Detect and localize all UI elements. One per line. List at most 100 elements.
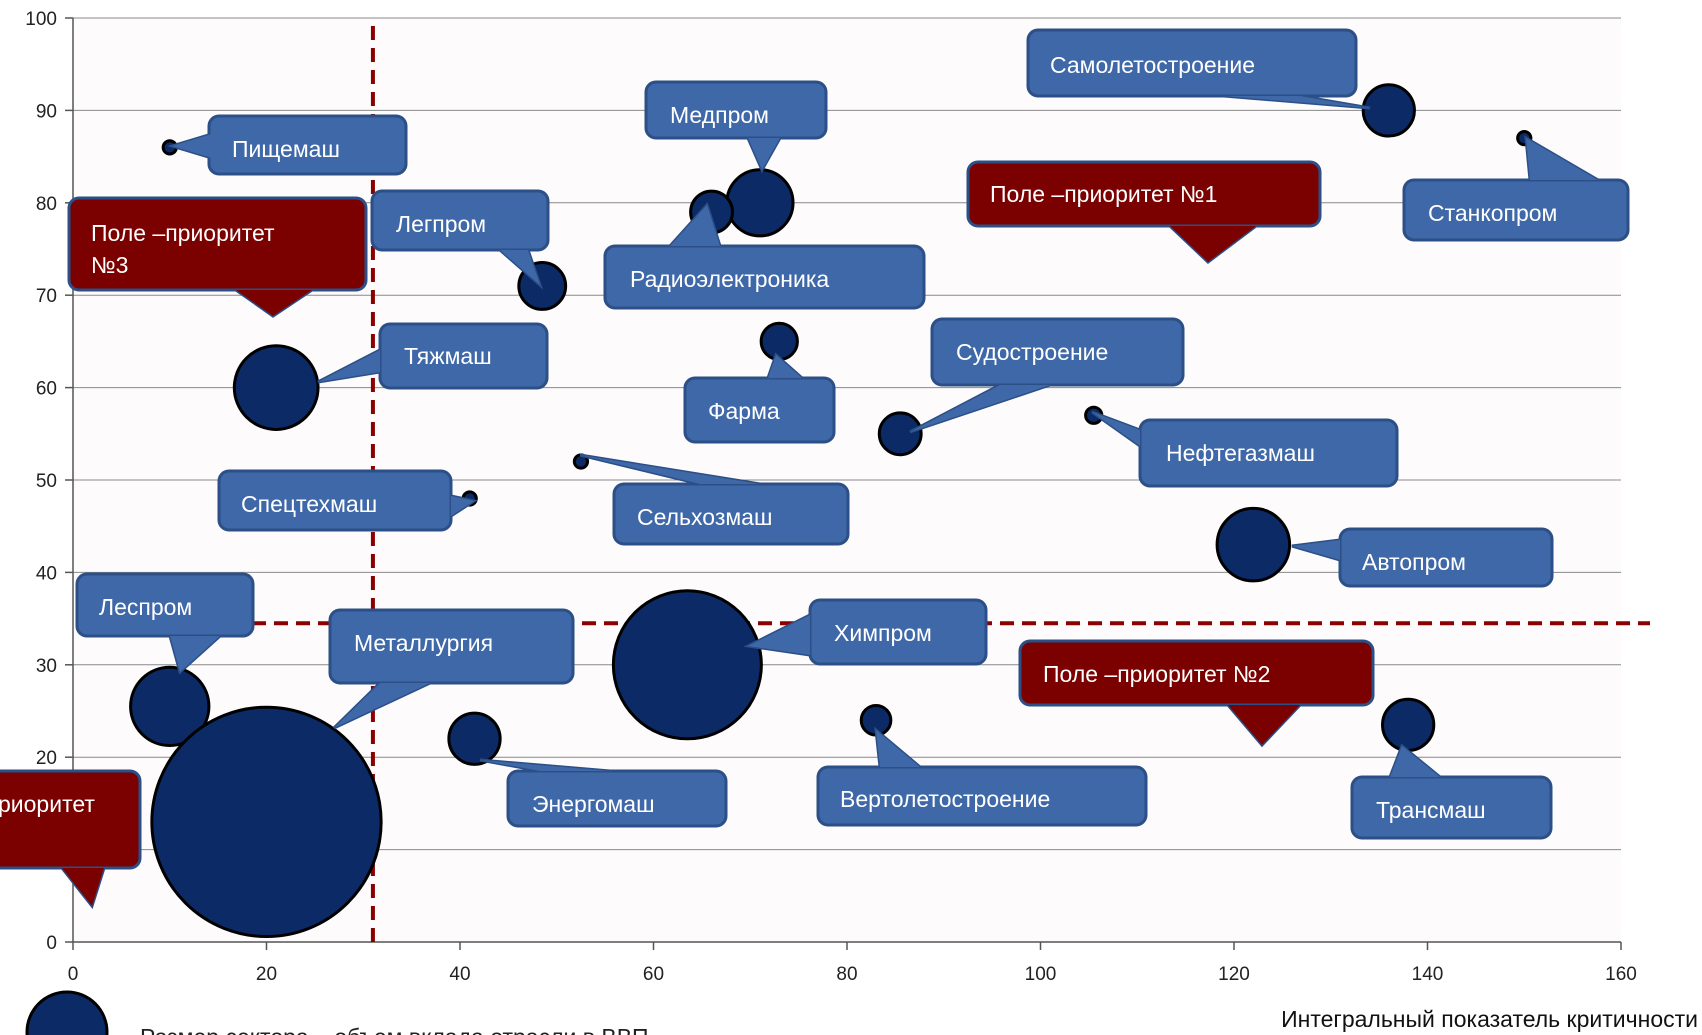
bubble-тяжмаш — [232, 344, 320, 431]
x-tick-label: 100 — [1025, 964, 1057, 985]
bubble-фарма — [759, 321, 799, 362]
callout-box — [930, 317, 1185, 387]
callout-pointer-fill — [236, 290, 312, 316]
y-tick-label: 100 — [25, 9, 57, 30]
x-tick-label: 140 — [1412, 964, 1444, 985]
callout-label: Тяжмаш — [404, 343, 492, 369]
callout-тяжмаш: Тяжмаш — [317, 322, 549, 390]
callout-pointer-fill — [480, 760, 610, 771]
callout-box — [1402, 178, 1630, 242]
callout-pointer-fill — [334, 683, 430, 728]
callout-box — [506, 769, 728, 828]
priority-callout: Поле –приоритет №2 — [1018, 639, 1375, 748]
callout-label-line1: Поле –приоритет — [91, 220, 275, 246]
callout-pointer-fill — [62, 868, 104, 906]
callout-box — [0, 769, 142, 870]
callout-label: Сельхозмаш — [637, 504, 772, 530]
x-tick-label: 120 — [1218, 964, 1250, 985]
callout-label: Пищемаш — [232, 136, 340, 162]
x-tick-label: 60 — [643, 964, 664, 985]
callout-pointer-fill — [1526, 138, 1598, 180]
callout-box — [966, 160, 1322, 228]
callout-pointer-fill — [580, 455, 760, 484]
callout-судостроение: Судостроение — [909, 317, 1185, 434]
y-tick-label: 50 — [36, 471, 57, 492]
callout-box — [1350, 775, 1553, 840]
priority-callout: Поле –приоритет №1 — [966, 160, 1322, 264]
axes: 0102030405060708090100020406080100120140… — [25, 9, 1637, 985]
bubble-металлургия — [150, 705, 383, 939]
callout-label: Радиоэлектроника — [630, 266, 829, 292]
x-tick-label: 160 — [1605, 964, 1637, 985]
callout-label: Судостроение — [956, 339, 1108, 365]
callout-box — [1138, 418, 1399, 488]
callout-легпром: Легпром — [370, 189, 550, 290]
callout-pointer-fill — [910, 385, 1050, 432]
callout-спецтехмаш: Спецтехмаш — [217, 469, 478, 532]
callout-pointer-fill — [768, 355, 802, 378]
callout-pointer-fill — [170, 636, 220, 672]
callout-box — [1018, 639, 1375, 707]
callout-pointer-fill — [670, 205, 720, 246]
bubble-химпром — [611, 589, 763, 741]
bubble-автопром — [1215, 506, 1292, 583]
callout-pointer-fill — [1292, 540, 1340, 560]
callout-box — [67, 196, 368, 292]
bubble-медпром — [725, 168, 795, 238]
callout-box — [1026, 28, 1358, 98]
callout-label: Станкопром — [1428, 200, 1557, 226]
callout-pointer-fill — [1390, 746, 1440, 777]
callout-label: Поле –приоритет №1 — [990, 181, 1217, 207]
callout-пищемаш: Пищемаш — [166, 114, 408, 176]
bubble-леспром — [129, 665, 211, 748]
callout-label: Энергомаш — [532, 791, 655, 817]
callout-леспром: Леспром — [75, 572, 255, 675]
callout-pointer-fill — [1228, 705, 1300, 745]
callout-нефтегазмаш: Нефтегазмаш — [1091, 410, 1399, 488]
x-tick-label: 80 — [836, 964, 857, 985]
callout-pointer-fill — [318, 350, 380, 382]
callout-label: Химпром — [834, 620, 932, 646]
callout-label: Спецтехмаш — [241, 491, 377, 517]
y-tick-label: 30 — [36, 656, 57, 677]
callout-самолетостроение: Самолетостроение — [1026, 28, 1371, 110]
callout-box — [816, 765, 1148, 827]
callout-энергомаш: Энергомаш — [479, 758, 728, 828]
callout-pointer-fill — [451, 496, 474, 516]
callout-фарма: Фарма — [683, 352, 836, 444]
bubble-трансмаш — [1381, 697, 1436, 752]
bubble-судостроение — [877, 411, 923, 457]
callout-химпром: Химпром — [743, 598, 988, 666]
callout-box — [328, 608, 575, 685]
callout-box — [644, 80, 828, 140]
callout-радиоэлектроника: Радиоэлектроника — [603, 202, 926, 310]
legend-note: Размер сектора – объем вклада отрасли в … — [140, 1024, 649, 1035]
y-tick-label: 0 — [46, 933, 57, 954]
callout-box — [75, 572, 255, 638]
x-tick-label: 20 — [256, 964, 277, 985]
y-tick-label: 80 — [36, 194, 57, 215]
callout-label: Металлургия — [354, 630, 493, 656]
x-axis-title: Интегральный показатель критичности — [1281, 1006, 1698, 1032]
y-tick-label: 90 — [36, 101, 57, 122]
callouts: Самолетостроение Медпром Радиоэлектроника П… — [0, 28, 1630, 910]
callout-pointer-fill — [1170, 226, 1256, 262]
callout-label: Фарма — [708, 398, 780, 424]
priority-callout: Поле –приоритет №3 — [67, 196, 368, 318]
callout-медпром: Медпром — [644, 80, 828, 174]
callout-label-line2: №3 — [91, 252, 128, 278]
callout-label: Медпром — [670, 102, 769, 128]
y-tick-label: 70 — [36, 286, 57, 307]
callout-label: риоритет — [0, 791, 95, 817]
callout-автопром: Автопром — [1291, 527, 1554, 588]
x-tick-label: 0 — [68, 964, 79, 985]
callout-label: Трансмаш — [1376, 797, 1486, 823]
callout-сельхозмаш: Сельхозмаш — [579, 453, 850, 546]
callout-label: Леспром — [99, 594, 192, 620]
callout-label: Автопром — [1362, 549, 1466, 575]
callout-pointer-fill — [1092, 412, 1140, 446]
callout-label: Нефтегазмаш — [1166, 440, 1315, 466]
callout-label: Самолетостроение — [1050, 52, 1255, 78]
bubbles — [129, 83, 1533, 939]
y-tick-label: 60 — [36, 379, 57, 400]
